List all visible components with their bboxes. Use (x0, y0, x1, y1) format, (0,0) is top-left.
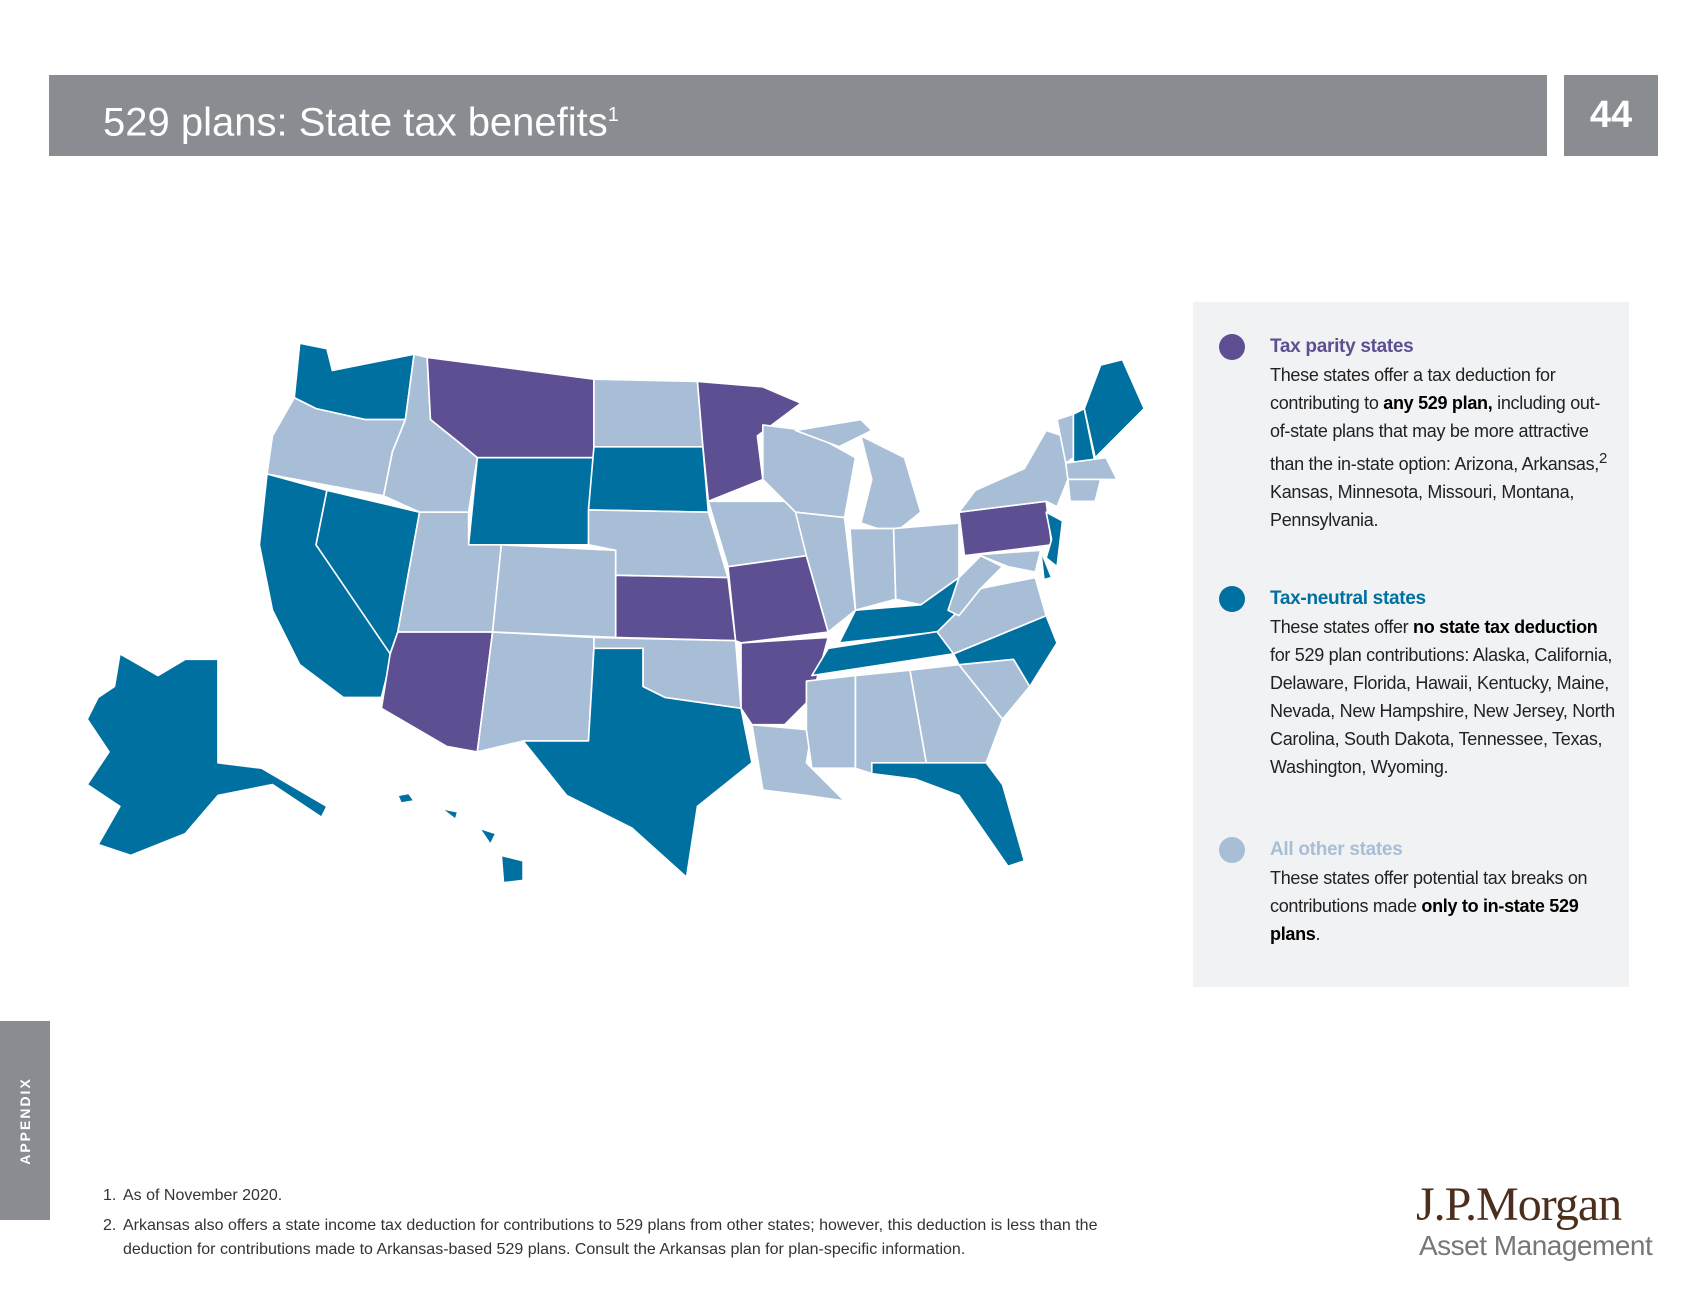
legend-panel: Tax parity states These states offer a ta… (1193, 302, 1629, 987)
legend-text-part: only to in-state 529 plans (1270, 896, 1579, 944)
legend-text: These states offer a tax deduction for c… (1270, 361, 1615, 534)
legend-swatch (1219, 837, 1245, 863)
legend-item: Tax parity states These states offer a ta… (1219, 333, 1615, 534)
logo: J.P.Morgan (1416, 1178, 1622, 1231)
logo-subtitle: Asset Management (1419, 1230, 1653, 1261)
title: 529 plans: State tax benefits1 (103, 75, 619, 163)
footnote: 2. Arkansas also offers a state income ta… (103, 1214, 1163, 1262)
legend-text: These states offer no state tax deductio… (1270, 613, 1615, 781)
page-number: 44 (1564, 75, 1658, 156)
legend-text-part: any 529 plan, (1383, 393, 1493, 413)
legend-item: Tax-neutral states These states offer no … (1219, 585, 1615, 781)
legend-text-part: including out-of-state plans that may be… (1270, 393, 1601, 474)
side-label: APPENDIX (17, 1077, 33, 1165)
legend-text-part: These states offer a tax deduction for c… (1270, 365, 1556, 413)
legend-title: All other states (1270, 839, 1403, 860)
footnote-text: As of November 2020. (123, 1187, 283, 1204)
legend-swatch (1219, 334, 1245, 360)
legend-text: These states offer potential tax breaks … (1270, 864, 1615, 948)
legend-text-part: 2 (1599, 450, 1608, 467)
legend-title: Tax parity states (1270, 336, 1414, 357)
legend-text-part: no state tax deduction (1413, 617, 1598, 637)
legend-title: Tax-neutral states (1270, 588, 1426, 609)
legend-text-part: . (1315, 924, 1321, 944)
states (86, 342, 1146, 884)
legend-text-part: These states offer potential tax breaks … (1270, 868, 1588, 916)
legend-item: All other states These states offer poten… (1219, 836, 1615, 948)
legend-text-part: for 529 plan contributions: Alaska, Cali… (1270, 645, 1615, 777)
title-footnote: 1 (607, 104, 619, 126)
title-text: 529 plans: State tax benefits (103, 100, 608, 145)
side-tab: APPENDIX (0, 1021, 50, 1220)
footnote-text: Arkansas also offers a state income tax … (123, 1217, 1098, 1258)
legend-text-part: These states offer (1270, 617, 1414, 637)
header-bar: 529 plans: State tax benefits1 (49, 75, 1547, 156)
footnote-number: 1. (103, 1187, 117, 1204)
footnote: 1. As of November 2020. (103, 1184, 1163, 1208)
legend-text-part: Kansas, Minnesota, Missouri, Montana, Pe… (1270, 482, 1575, 530)
footnote-number: 2. (103, 1217, 117, 1234)
legend-swatch (1219, 586, 1245, 612)
